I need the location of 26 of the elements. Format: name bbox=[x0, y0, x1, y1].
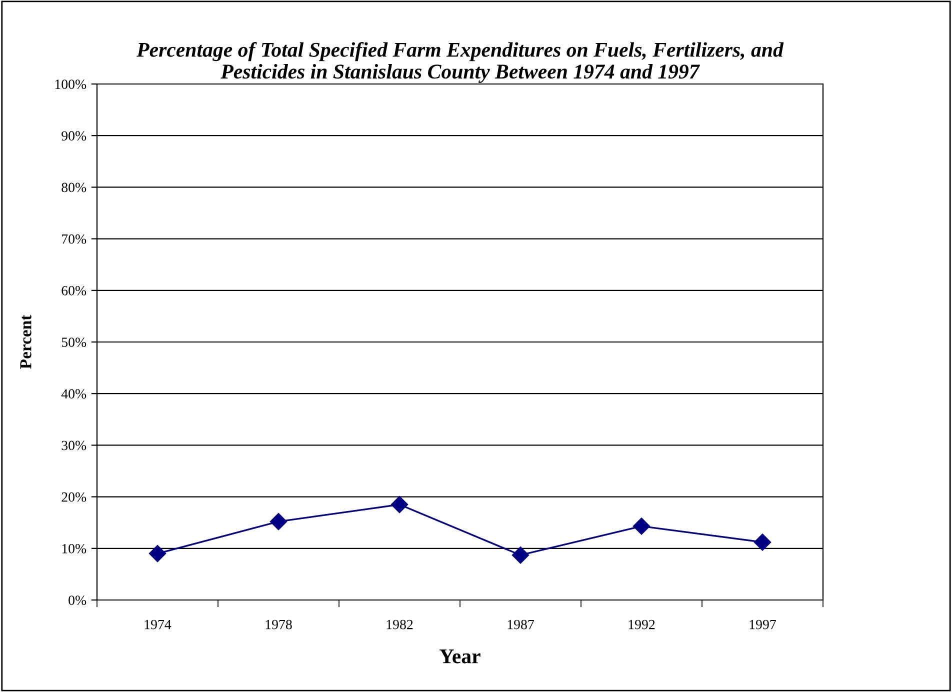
point bbox=[512, 546, 530, 564]
y-tick-label: 40% bbox=[61, 389, 86, 399]
y-tick-label: 100% bbox=[55, 80, 86, 89]
x-tick-label: 1974 bbox=[144, 620, 172, 630]
point bbox=[632, 518, 650, 535]
y-tick-label: 30% bbox=[62, 440, 86, 450]
point bbox=[270, 513, 288, 530]
x-tick-label: 1997 bbox=[750, 620, 776, 630]
y-tick-label: 90% bbox=[62, 131, 86, 141]
point bbox=[390, 496, 408, 514]
y-axis-title: Percent bbox=[20, 314, 32, 369]
y-tick-label: 0% bbox=[68, 596, 86, 605]
x-tick-label: 1982 bbox=[386, 620, 413, 630]
x-tick-label: 1978 bbox=[266, 620, 292, 630]
x-axis-title: Year bbox=[440, 650, 480, 664]
point bbox=[754, 534, 772, 551]
y-tick-label: 20% bbox=[62, 492, 86, 502]
y-tick-label: 60% bbox=[62, 286, 86, 296]
y-tick-label: 70% bbox=[62, 234, 86, 244]
point bbox=[148, 545, 166, 562]
x-tick-label: 1992 bbox=[628, 620, 655, 630]
y-tick-label: 50% bbox=[62, 338, 86, 347]
chart-title: Percentage of Total Specified Farm Expenditures on Fuels, Fertilizers, and Pesticides in Stanislaus County Between 1974 and 1997 bbox=[136, 42, 784, 83]
y-tick-label: 80% bbox=[62, 182, 86, 192]
y-tick-label: 10% bbox=[62, 544, 86, 554]
x-tick-label: 1987 bbox=[508, 620, 534, 630]
